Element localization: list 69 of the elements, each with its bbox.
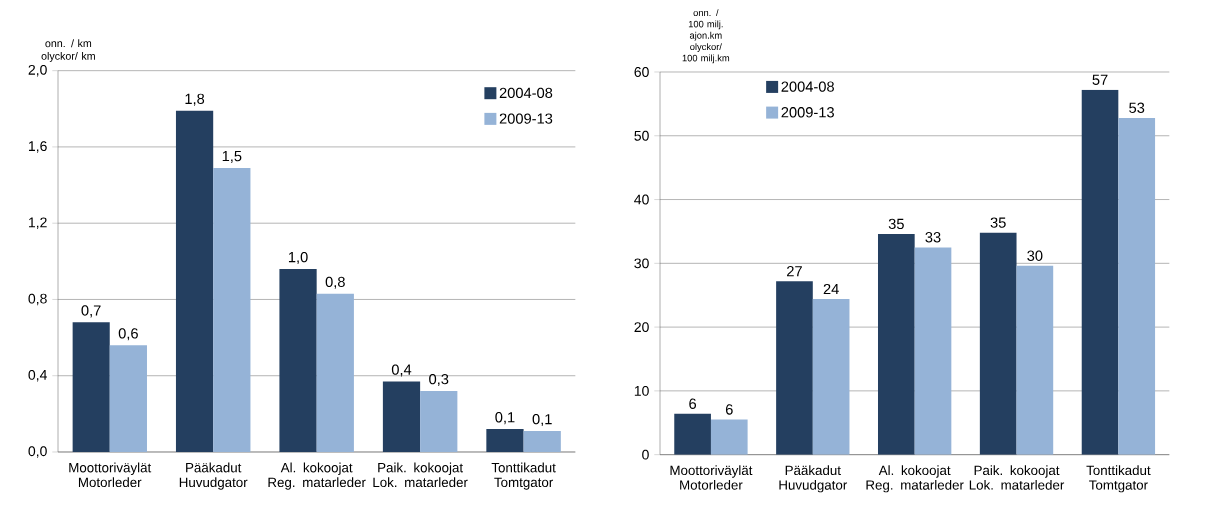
data-label: 35 (888, 218, 904, 230)
y-tick-label: 0,0 (28, 446, 47, 458)
y-axis-title: onn. / 100 milj. ajon.km olyckor/ 100 milj.km (682, 9, 730, 64)
bar (1081, 89, 1119, 455)
y-tick-label: 0,8 (28, 293, 47, 306)
bar (812, 299, 850, 455)
legend-label: 2004-08 (499, 87, 553, 99)
bar (674, 413, 711, 455)
bar (486, 429, 524, 452)
y-tick-label: 60 (634, 67, 649, 77)
bar (316, 293, 354, 452)
x-tick-label: Al. kokoojat Reg. matarleder (866, 465, 964, 493)
bar (109, 345, 147, 452)
y-tick-label: 30 (634, 258, 649, 269)
data-label: 1,5 (222, 151, 242, 163)
x-tick-label: Tonttikadut Tomtgator (491, 462, 556, 490)
x-tick-label: Pääkadut Huvudgator (779, 465, 848, 493)
y-tick-label: 10 (634, 385, 649, 396)
data-label: 0,8 (325, 276, 345, 289)
bar (1118, 117, 1156, 455)
bar (420, 390, 458, 452)
legend-label: 2004-08 (781, 81, 834, 92)
data-label: 0,6 (118, 328, 138, 341)
y-tick-label: 0,4 (28, 369, 47, 382)
bar (523, 431, 561, 452)
bar (213, 167, 251, 452)
bar (878, 233, 915, 455)
x-tick-label: Paik. kokoojat Lok. matarleder (969, 465, 1065, 490)
bar (914, 247, 952, 455)
bar (979, 232, 1017, 455)
x-tick-label: Al. kokoojat Reg. matarleder (268, 462, 366, 490)
y-tick-label: 40 (634, 194, 649, 205)
x-tick-label: Pääkadut Huvudgator (179, 462, 248, 490)
bar (1016, 265, 1054, 455)
data-label: 0,3 (429, 373, 449, 387)
y-tick-label: 20 (634, 322, 649, 333)
data-label: 6 (725, 404, 733, 415)
y-axis-title: onn. / km olyckor/ km (41, 39, 95, 62)
data-label: 53 (1129, 102, 1145, 113)
data-label: 27 (787, 266, 802, 277)
data-label: 0,4 (391, 364, 412, 377)
data-label: 35 (990, 217, 1006, 228)
data-label: 0,1 (495, 412, 515, 425)
y-tick-label: 1,6 (28, 141, 47, 153)
bar (72, 322, 110, 452)
data-label: 57 (1092, 74, 1108, 85)
bar (279, 268, 317, 452)
data-label: 6 (689, 398, 697, 409)
bar (175, 110, 214, 452)
legend-label: 2009-13 (499, 113, 553, 124)
x-tick-label: Tonttikadut Tomtgator (1086, 465, 1151, 493)
x-tick-label: Moottoriväylät Motorleder (69, 462, 152, 488)
data-label: 24 (823, 283, 839, 295)
y-tick-label: 1,2 (28, 217, 47, 229)
x-tick-label: Paik. kokoojat Lok. matarleder (373, 462, 468, 488)
legend-label: 2009-13 (781, 107, 834, 118)
y-tick-label: 2,0 (28, 64, 47, 77)
data-label: 1,0 (288, 251, 308, 265)
data-label: 0,7 (81, 305, 101, 318)
data-label: 1,8 (185, 93, 205, 106)
y-tick-label: 50 (634, 130, 649, 141)
data-label: 30 (1027, 250, 1043, 261)
bar (382, 381, 421, 452)
data-label: 33 (925, 232, 941, 243)
x-tick-label: Moottoriväylät Motorleder (670, 465, 753, 490)
bar (776, 281, 813, 455)
data-label: 0,1 (532, 413, 552, 427)
y-tick-label: 0 (642, 449, 649, 460)
bar (710, 419, 748, 455)
